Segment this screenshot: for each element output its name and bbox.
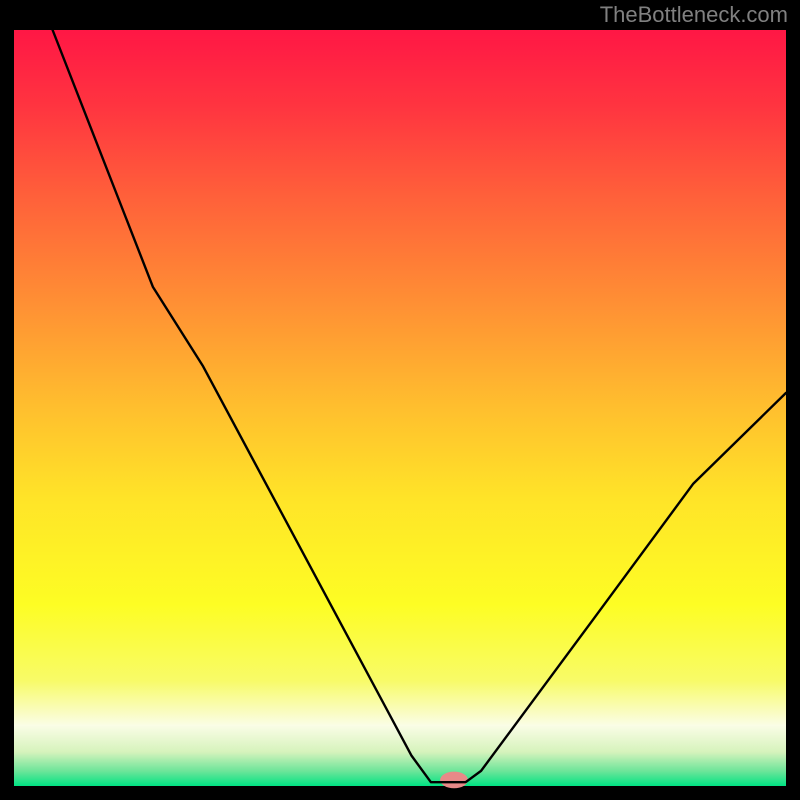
figure: TheBottleneck.com: [0, 0, 800, 800]
chart-svg: TheBottleneck.com: [0, 0, 800, 800]
plot-background: [14, 30, 786, 786]
watermark-text: TheBottleneck.com: [600, 2, 788, 27]
bottleneck-marker: [440, 772, 468, 789]
